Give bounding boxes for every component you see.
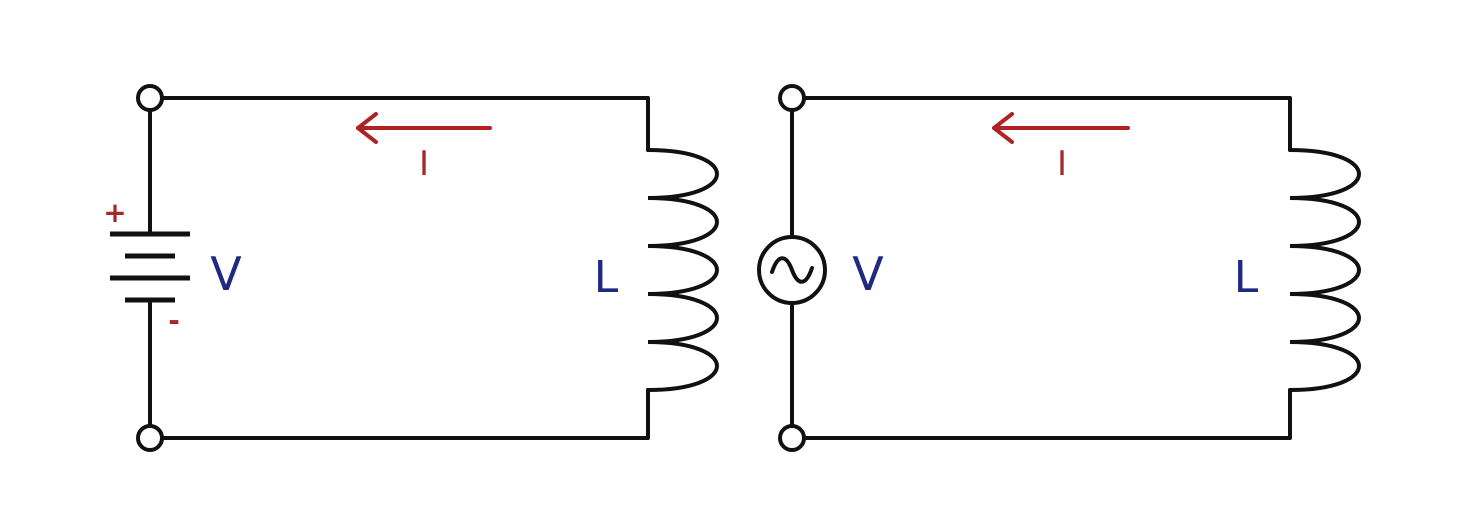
dc-inductor-coil-loops <box>646 148 719 392</box>
dc-top-terminal <box>136 84 164 112</box>
ac-bottom-terminal <box>778 424 806 452</box>
ac-circuit: V L I <box>757 84 1361 452</box>
ac-current-arrow <box>992 112 1130 144</box>
battery-minus-sign: - <box>168 304 180 337</box>
dc-current-arrow-head <box>356 112 378 144</box>
ac-current-arrow-head <box>992 112 1014 144</box>
ac-bottom-wire <box>790 388 1292 440</box>
dc-source-label: V <box>210 247 242 301</box>
battery-plus-sign: + <box>103 196 126 229</box>
battery-symbol <box>110 231 190 303</box>
sine-wave-icon <box>770 256 814 284</box>
ac-top-wire <box>790 96 1292 152</box>
dc-current-label: I <box>419 144 429 184</box>
dc-bottom-wire <box>148 388 650 440</box>
ac-inductor-label: L <box>1234 252 1259 303</box>
ac-source-symbol <box>757 235 827 305</box>
ac-top-terminal <box>778 84 806 112</box>
ac-inductor-coil-loops <box>1288 148 1361 392</box>
dc-bottom-terminal <box>136 424 164 452</box>
dc-top-wire <box>148 96 650 152</box>
dc-circuit: + - V L I <box>103 84 719 452</box>
ac-current-label: I <box>1057 144 1067 184</box>
dc-inductor-label: L <box>594 252 619 303</box>
ac-source-label: V <box>852 247 884 301</box>
dc-current-arrow <box>356 112 492 144</box>
